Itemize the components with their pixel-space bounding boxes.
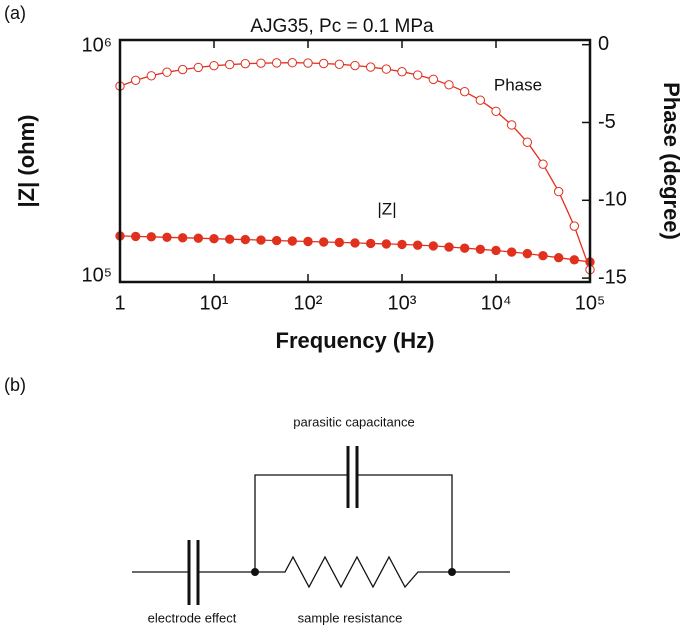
x-tick-label: 10¹ bbox=[200, 292, 229, 314]
data-point bbox=[569, 255, 580, 265]
series-label: |Z| bbox=[377, 199, 396, 218]
x-tick-label: 10⁵ bbox=[575, 292, 606, 314]
data-point bbox=[224, 59, 235, 70]
data-point bbox=[130, 75, 141, 86]
data-point bbox=[224, 234, 235, 244]
data-point bbox=[475, 244, 486, 254]
data-point bbox=[553, 186, 564, 197]
y-axis-title: |Z| (ohm) bbox=[14, 115, 39, 208]
data-point bbox=[162, 67, 172, 77]
y2-tick-label: 0 bbox=[598, 33, 609, 55]
data-point bbox=[365, 62, 376, 72]
node bbox=[448, 568, 456, 576]
data-point bbox=[428, 74, 439, 85]
data-point bbox=[240, 58, 251, 69]
data-point bbox=[303, 58, 313, 68]
data-point bbox=[318, 58, 329, 69]
data-point bbox=[146, 232, 157, 242]
data-point bbox=[303, 236, 313, 247]
data-point bbox=[130, 231, 141, 242]
y-tick-label: 10⁵ bbox=[81, 264, 112, 286]
y2-tick-label: -5 bbox=[598, 111, 616, 133]
data-point bbox=[444, 242, 454, 252]
x-tick-label: 10⁴ bbox=[481, 292, 512, 314]
data-point bbox=[177, 64, 188, 75]
data-point bbox=[256, 235, 266, 245]
data-point bbox=[209, 60, 219, 71]
y2-tick-label: -10 bbox=[598, 189, 627, 211]
series-label: Phase bbox=[494, 75, 542, 94]
data-point bbox=[412, 70, 423, 80]
x-axis-title: Frequency (Hz) bbox=[276, 328, 435, 353]
data-point bbox=[256, 58, 266, 68]
data-point bbox=[397, 239, 407, 250]
data-point bbox=[475, 95, 486, 105]
x-tick-label: 10³ bbox=[388, 292, 417, 314]
chart-title: AJG35, Pc = 0.1 MPa bbox=[250, 16, 434, 37]
data-point bbox=[146, 71, 157, 81]
circuit: parasitic capacitance electrode effect s… bbox=[132, 414, 510, 625]
data-point bbox=[459, 243, 470, 253]
panel-label: (a) bbox=[4, 3, 26, 23]
data-point bbox=[522, 248, 533, 259]
wire bbox=[132, 474, 510, 589]
circuit-label: electrode effect bbox=[148, 610, 237, 625]
data-point bbox=[287, 236, 298, 246]
plot-frame bbox=[118, 38, 592, 284]
data-point bbox=[381, 64, 392, 74]
data-point bbox=[428, 241, 439, 251]
x-tick-label: 10² bbox=[294, 292, 323, 314]
data-point bbox=[240, 234, 251, 245]
data-point bbox=[569, 221, 580, 231]
data-point bbox=[491, 106, 501, 116]
data-point bbox=[459, 86, 470, 97]
data-point bbox=[177, 233, 188, 243]
y-tick-label: 10⁶ bbox=[82, 34, 112, 56]
data-point bbox=[271, 58, 282, 68]
y2-axis-title: Phase (degree) bbox=[659, 82, 684, 240]
y2-tick-label: -15 bbox=[598, 266, 627, 288]
data-point bbox=[350, 60, 360, 71]
data-point bbox=[397, 67, 407, 77]
data-point bbox=[506, 120, 517, 130]
data-point bbox=[365, 238, 376, 249]
data-point bbox=[506, 247, 517, 257]
data-point bbox=[350, 238, 360, 248]
data-point bbox=[538, 159, 548, 169]
data-point bbox=[444, 80, 454, 90]
data-point bbox=[538, 250, 548, 261]
data-point bbox=[162, 232, 172, 243]
data-point bbox=[381, 239, 392, 249]
data-point bbox=[553, 253, 564, 263]
data-point bbox=[522, 137, 533, 147]
data-point bbox=[287, 58, 298, 68]
data-point bbox=[193, 62, 204, 73]
data-point bbox=[193, 233, 204, 243]
node bbox=[251, 568, 259, 576]
data-point bbox=[412, 240, 423, 250]
circuit-label: sample resistance bbox=[298, 610, 403, 625]
data-point bbox=[334, 237, 345, 248]
circuit-label: parasitic capacitance bbox=[293, 414, 414, 429]
data-point bbox=[334, 59, 345, 69]
data-point bbox=[271, 235, 282, 246]
data-point bbox=[209, 233, 219, 244]
panel-label: (b) bbox=[4, 375, 26, 395]
data-point bbox=[491, 245, 501, 256]
x-tick-label: 1 bbox=[114, 292, 125, 314]
data-point bbox=[318, 237, 329, 247]
